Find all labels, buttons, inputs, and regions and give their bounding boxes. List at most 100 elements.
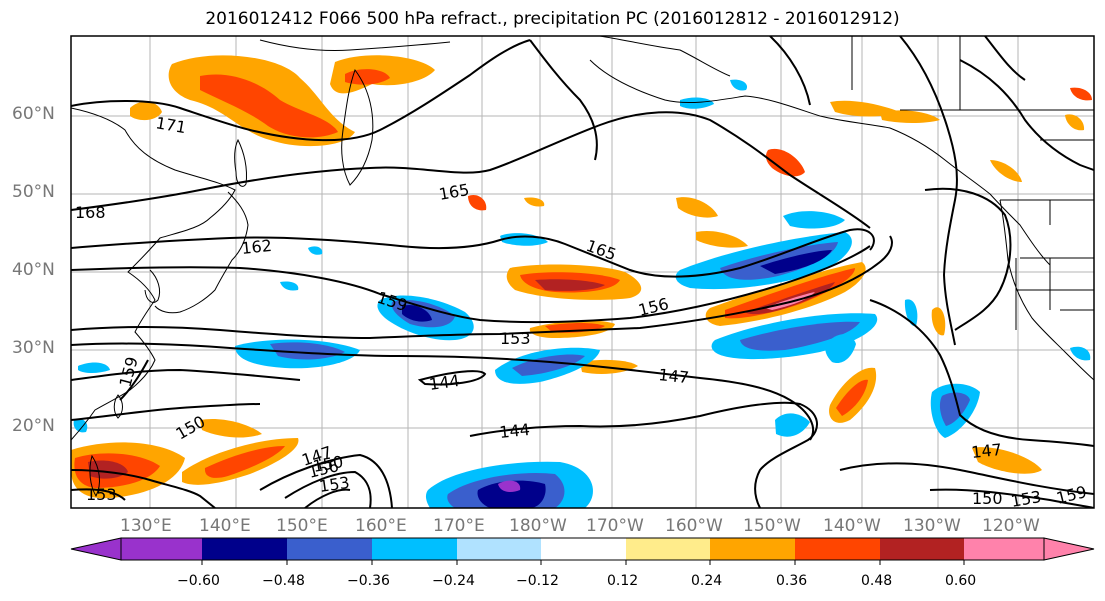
- contour-label: 162: [240, 236, 272, 258]
- canada-lines: [900, 36, 1094, 141]
- lon-label-150w: 150°W: [743, 516, 801, 536]
- contour-line: [71, 111, 871, 229]
- contour-line: [71, 235, 893, 340]
- colorbar-label: −0.60: [177, 573, 220, 589]
- precip-area: [740, 321, 860, 351]
- precip-area: [204, 446, 285, 478]
- contour-label: 147: [658, 365, 690, 387]
- lon-label-160w: 160°W: [665, 516, 723, 536]
- colorbar-label: 0.48: [861, 573, 893, 589]
- lon-label-170e: 170°E: [433, 516, 485, 536]
- lon-label-160e: 160°E: [355, 516, 407, 536]
- lon-label-140w: 140°W: [823, 516, 881, 536]
- contour-label: 153: [86, 485, 117, 504]
- colorbar-segment: [626, 538, 710, 560]
- precip-area: [498, 480, 521, 492]
- precip-area: [725, 268, 855, 319]
- lat-label-60n: 60°N: [12, 104, 55, 124]
- lon-label-130w: 130°W: [903, 516, 961, 536]
- lat-label-20n: 20°N: [12, 416, 55, 436]
- precip-area: [524, 197, 545, 207]
- contour-line: [959, 59, 1094, 171]
- colorbar-label: 0.60: [945, 573, 977, 589]
- contour-line: [304, 488, 351, 508]
- precip-area: [270, 342, 345, 360]
- precip-positive-shading: [71, 55, 1092, 499]
- lat-label-30n: 30°N: [12, 338, 55, 358]
- us-west-coast: [999, 199, 1094, 381]
- precip-area: [880, 110, 940, 123]
- colorbar-segment: [541, 538, 626, 560]
- colorbar-label: −0.12: [516, 573, 559, 589]
- colorbar-border: [120, 537, 1045, 561]
- siberia-coast: [259, 39, 451, 51]
- contour-line: [769, 36, 811, 106]
- precip-area: [904, 299, 918, 327]
- contour-line: [469, 401, 818, 508]
- colorbar-label: −0.48: [262, 573, 305, 589]
- precip-area: [477, 480, 546, 508]
- precip-area: [676, 197, 718, 218]
- lon-label-180w: 180°W: [509, 516, 567, 536]
- contour-line: [984, 36, 1026, 81]
- precip-area: [280, 281, 299, 291]
- lon-label-130e: 130°E: [120, 516, 172, 536]
- precip-area: [200, 74, 338, 138]
- colorbar-segment: [964, 538, 1044, 560]
- precip-area: [836, 379, 868, 416]
- precip-area: [535, 279, 605, 291]
- precip-area: [308, 246, 323, 255]
- korea-coast: [144, 269, 161, 303]
- contour-label: 144: [428, 371, 461, 394]
- precip-area: [775, 413, 810, 437]
- colorbar-label: −0.36: [347, 573, 390, 589]
- colorbar-ticks: [201, 560, 965, 565]
- lon-label-140e: 140°E: [199, 516, 251, 536]
- colorbar-segment: [372, 538, 457, 560]
- lat-label-50n: 50°N: [12, 182, 55, 202]
- contour-label: 153: [500, 329, 531, 348]
- precip-area: [931, 307, 946, 336]
- colorbar-segment: [795, 538, 880, 560]
- precip-area: [1070, 346, 1091, 361]
- colorbar-segment: [457, 538, 541, 560]
- contour-line: [71, 403, 261, 421]
- precip-area: [760, 250, 832, 274]
- kamchatka: [341, 68, 374, 186]
- lon-label-170w: 170°W: [586, 516, 644, 536]
- contour-line: [119, 359, 149, 401]
- contour-line: [899, 36, 958, 346]
- taiwan: [113, 394, 123, 419]
- precip-area: [73, 418, 88, 433]
- precip-area: [78, 362, 110, 373]
- contour-label: 153: [1009, 487, 1042, 511]
- alaska-interior: [599, 36, 731, 77]
- precip-area: [972, 447, 1042, 474]
- contour-line: [284, 470, 372, 508]
- precip-area: [512, 354, 585, 376]
- contour-label: 147: [970, 440, 1002, 462]
- colorbar: [70, 537, 1095, 565]
- precip-area: [783, 211, 845, 229]
- colorbar-label: 0.36: [776, 573, 808, 589]
- contour-line: [929, 488, 1094, 508]
- contour-line: [71, 342, 815, 441]
- lat-label-40n: 40°N: [12, 260, 55, 280]
- contour-label: 150: [972, 489, 1003, 508]
- canada-border: [851, 36, 1094, 259]
- precip-area: [939, 392, 970, 426]
- precip-area: [1070, 87, 1092, 101]
- colorbar-segment: [880, 538, 964, 560]
- contour-line: [259, 453, 393, 508]
- contour-line: [71, 228, 875, 278]
- precip-area: [402, 304, 432, 322]
- colorbar-label: 0.24: [691, 573, 723, 589]
- contour-line: [839, 462, 1094, 495]
- contour-line: [924, 187, 1012, 331]
- precip-area: [1065, 114, 1085, 131]
- contour-line: [869, 299, 1094, 447]
- contour-line: [71, 469, 216, 508]
- precip-area: [468, 194, 487, 211]
- refractivity-contours: [71, 36, 1094, 508]
